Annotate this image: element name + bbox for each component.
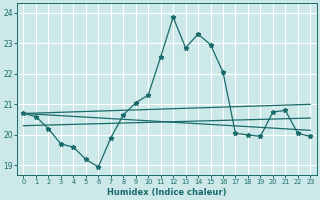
X-axis label: Humidex (Indice chaleur): Humidex (Indice chaleur): [107, 188, 227, 197]
